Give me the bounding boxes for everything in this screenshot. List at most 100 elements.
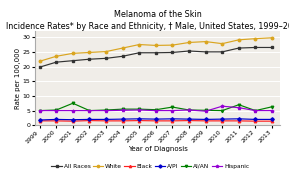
Hispanic bbox=[38, 110, 41, 112]
Line: AI/AN: AI/AN bbox=[38, 102, 273, 112]
White bbox=[121, 47, 124, 49]
White bbox=[154, 44, 158, 46]
Hispanic bbox=[104, 110, 108, 112]
All Races bbox=[104, 57, 108, 59]
Hispanic bbox=[221, 105, 224, 107]
All Races bbox=[204, 51, 208, 53]
Hispanic bbox=[204, 110, 208, 112]
A/PI bbox=[237, 118, 240, 120]
AI/AN bbox=[104, 109, 108, 111]
Black bbox=[204, 120, 208, 122]
White bbox=[237, 39, 240, 41]
Black bbox=[187, 120, 191, 122]
Hispanic bbox=[71, 110, 75, 112]
Hispanic bbox=[154, 110, 158, 112]
AI/AN bbox=[237, 104, 240, 106]
AI/AN bbox=[270, 106, 274, 108]
Black bbox=[88, 120, 91, 122]
All Races bbox=[254, 46, 257, 49]
All Races bbox=[237, 47, 240, 49]
AI/AN bbox=[204, 109, 208, 111]
All Races bbox=[171, 52, 174, 54]
Hispanic bbox=[254, 110, 257, 112]
Black bbox=[55, 120, 58, 122]
A/PI bbox=[88, 118, 91, 120]
Line: A/PI: A/PI bbox=[38, 118, 273, 121]
AI/AN bbox=[121, 108, 124, 110]
Hispanic bbox=[121, 109, 124, 111]
Hispanic bbox=[270, 110, 274, 112]
White bbox=[204, 41, 208, 43]
A/PI bbox=[121, 118, 124, 120]
A/PI bbox=[270, 118, 274, 120]
AI/AN bbox=[88, 110, 91, 112]
A/PI bbox=[38, 119, 41, 121]
A/PI bbox=[204, 118, 208, 120]
Line: All Races: All Races bbox=[38, 46, 273, 68]
Y-axis label: Rate per 100,000: Rate per 100,000 bbox=[15, 48, 21, 109]
White bbox=[71, 52, 75, 54]
Title: Melanoma of the Skin
Incidence Rates* by Race and Ethnicity, † Male, United Stat: Melanoma of the Skin Incidence Rates* by… bbox=[6, 10, 289, 31]
Black bbox=[138, 120, 141, 122]
Line: White: White bbox=[38, 37, 273, 62]
Black bbox=[104, 120, 108, 122]
A/PI bbox=[71, 119, 75, 121]
White bbox=[104, 50, 108, 53]
Black bbox=[121, 120, 124, 122]
Black bbox=[71, 120, 75, 122]
All Races bbox=[187, 50, 191, 52]
White bbox=[38, 60, 41, 62]
A/PI bbox=[171, 118, 174, 120]
All Races bbox=[270, 46, 274, 49]
A/PI bbox=[254, 118, 257, 120]
AI/AN bbox=[254, 110, 257, 112]
A/PI bbox=[138, 118, 141, 120]
AI/AN bbox=[71, 102, 75, 104]
Hispanic bbox=[237, 107, 240, 109]
Hispanic bbox=[138, 109, 141, 111]
All Races bbox=[221, 51, 224, 53]
Hispanic bbox=[88, 110, 91, 112]
All Races bbox=[88, 58, 91, 60]
White bbox=[55, 55, 58, 57]
White bbox=[270, 37, 274, 39]
White bbox=[187, 41, 191, 44]
Legend: All Races, White, Black, A/PI, AI/AN, Hispanic: All Races, White, Black, A/PI, AI/AN, Hi… bbox=[49, 161, 251, 171]
Hispanic bbox=[171, 110, 174, 112]
X-axis label: Year of Diagnosis: Year of Diagnosis bbox=[127, 146, 188, 152]
White bbox=[221, 43, 224, 45]
Black bbox=[254, 120, 257, 122]
Black bbox=[221, 120, 224, 122]
AI/AN bbox=[187, 109, 191, 111]
Hispanic bbox=[187, 109, 191, 111]
Line: Black: Black bbox=[38, 119, 273, 122]
White bbox=[171, 44, 174, 46]
All Races bbox=[71, 60, 75, 62]
AI/AN bbox=[38, 110, 41, 112]
Black bbox=[237, 120, 240, 122]
AI/AN bbox=[55, 109, 58, 111]
AI/AN bbox=[138, 108, 141, 110]
Black bbox=[171, 120, 174, 122]
A/PI bbox=[187, 118, 191, 120]
All Races bbox=[154, 52, 158, 54]
A/PI bbox=[221, 118, 224, 120]
All Races bbox=[121, 55, 124, 57]
Black bbox=[154, 120, 158, 122]
White bbox=[254, 38, 257, 40]
Black bbox=[270, 120, 274, 122]
A/PI bbox=[154, 118, 158, 120]
White bbox=[138, 44, 141, 46]
A/PI bbox=[55, 118, 58, 120]
Line: Hispanic: Hispanic bbox=[38, 105, 273, 112]
Hispanic bbox=[55, 110, 58, 112]
All Races bbox=[38, 66, 41, 68]
All Races bbox=[55, 61, 58, 63]
Black bbox=[38, 120, 41, 122]
AI/AN bbox=[171, 106, 174, 108]
White bbox=[88, 52, 91, 54]
AI/AN bbox=[154, 109, 158, 111]
All Races bbox=[138, 52, 141, 54]
AI/AN bbox=[221, 110, 224, 112]
A/PI bbox=[104, 118, 108, 120]
